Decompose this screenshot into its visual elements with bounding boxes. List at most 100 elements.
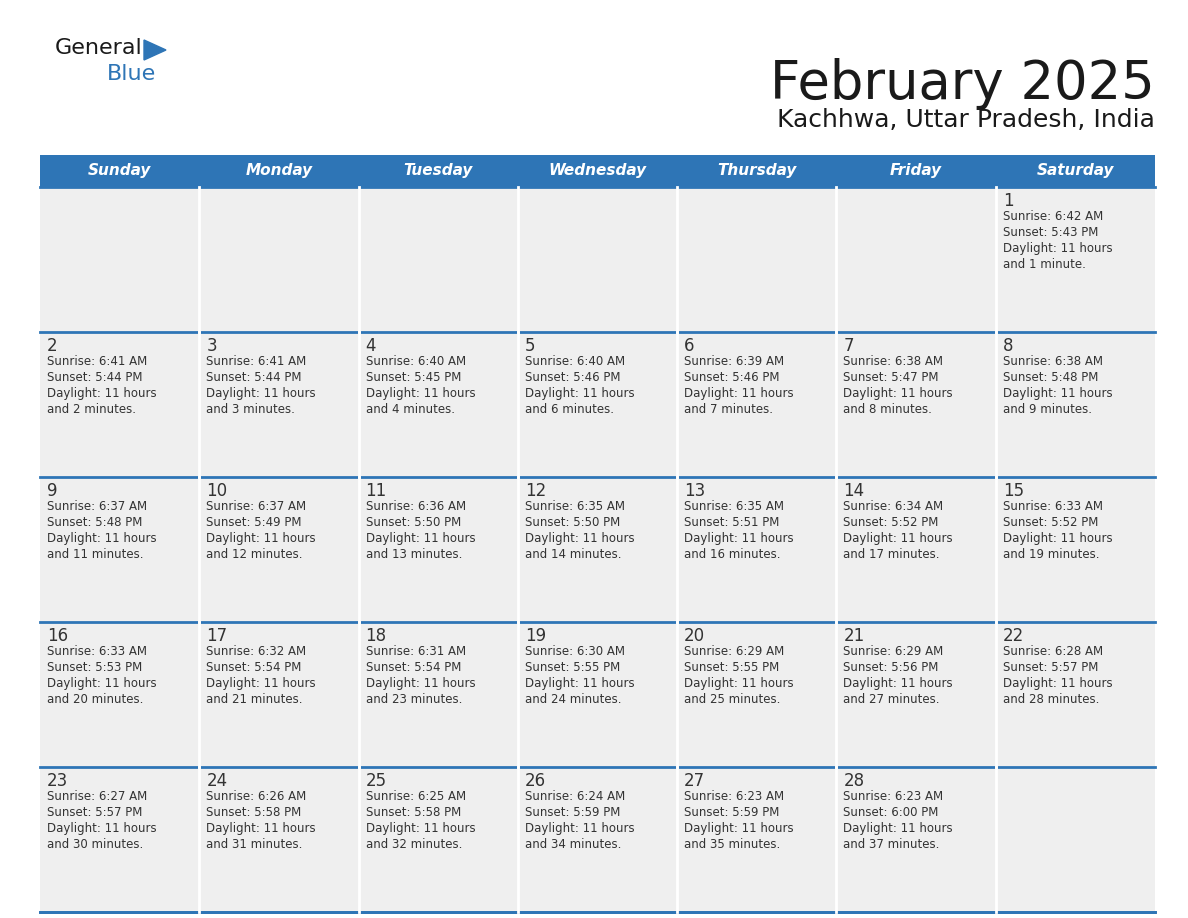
Text: Sunset: 5:56 PM: Sunset: 5:56 PM [843,661,939,674]
Text: Sunset: 5:43 PM: Sunset: 5:43 PM [1003,226,1098,239]
Text: Sunrise: 6:30 AM: Sunrise: 6:30 AM [525,645,625,658]
Text: 20: 20 [684,627,706,645]
Text: 1: 1 [1003,192,1013,210]
Text: Sunset: 5:52 PM: Sunset: 5:52 PM [1003,516,1098,529]
Text: and 9 minutes.: and 9 minutes. [1003,403,1092,416]
Text: Daylight: 11 hours: Daylight: 11 hours [843,532,953,545]
Text: Sunrise: 6:40 AM: Sunrise: 6:40 AM [525,355,625,368]
Text: Sunset: 5:50 PM: Sunset: 5:50 PM [366,516,461,529]
Text: Daylight: 11 hours: Daylight: 11 hours [843,822,953,835]
Text: Thursday: Thursday [718,163,796,178]
Text: Daylight: 11 hours: Daylight: 11 hours [1003,532,1112,545]
Text: and 34 minutes.: and 34 minutes. [525,838,621,851]
Text: 26: 26 [525,772,546,790]
Bar [518,767,677,912]
Text: Daylight: 11 hours: Daylight: 11 hours [48,532,157,545]
Text: Daylight: 11 hours: Daylight: 11 hours [207,677,316,690]
Text: Daylight: 11 hours: Daylight: 11 hours [1003,387,1112,400]
Bar [40,622,200,767]
Text: Kachhwa, Uttar Pradesh, India: Kachhwa, Uttar Pradesh, India [777,108,1155,132]
Text: Sunset: 5:57 PM: Sunset: 5:57 PM [48,806,143,819]
Text: 9: 9 [48,482,57,500]
Bar [836,187,996,332]
Text: Sunset: 5:48 PM: Sunset: 5:48 PM [1003,371,1098,384]
Text: and 27 minutes.: and 27 minutes. [843,693,940,706]
Text: Sunset: 5:54 PM: Sunset: 5:54 PM [366,661,461,674]
Text: Daylight: 11 hours: Daylight: 11 hours [525,387,634,400]
Text: Sunrise: 6:29 AM: Sunrise: 6:29 AM [843,645,943,658]
Text: Sunset: 5:59 PM: Sunset: 5:59 PM [684,806,779,819]
Bar [836,155,996,187]
Bar [200,187,359,332]
Text: Sunset: 5:57 PM: Sunset: 5:57 PM [1003,661,1098,674]
Text: and 6 minutes.: and 6 minutes. [525,403,614,416]
Text: Sunrise: 6:32 AM: Sunrise: 6:32 AM [207,645,307,658]
Text: 7: 7 [843,337,854,355]
Text: Daylight: 11 hours: Daylight: 11 hours [48,677,157,690]
Bar [836,622,996,767]
Bar [359,332,518,477]
Text: Sunset: 5:59 PM: Sunset: 5:59 PM [525,806,620,819]
Bar [836,332,996,477]
Text: Saturday: Saturday [1037,163,1114,178]
Bar [518,622,677,767]
Text: 22: 22 [1003,627,1024,645]
Text: Sunset: 5:55 PM: Sunset: 5:55 PM [525,661,620,674]
Text: Sunrise: 6:23 AM: Sunrise: 6:23 AM [843,790,943,803]
Text: Daylight: 11 hours: Daylight: 11 hours [207,822,316,835]
Bar [996,477,1155,622]
Bar [677,187,836,332]
Text: Sunset: 5:44 PM: Sunset: 5:44 PM [207,371,302,384]
Text: Daylight: 11 hours: Daylight: 11 hours [366,822,475,835]
Text: Sunday: Sunday [88,163,151,178]
Bar [996,622,1155,767]
Text: 16: 16 [48,627,68,645]
Text: Monday: Monday [246,163,312,178]
Text: 6: 6 [684,337,695,355]
Text: and 17 minutes.: and 17 minutes. [843,548,940,561]
Text: Blue: Blue [107,64,157,84]
Text: Sunrise: 6:34 AM: Sunrise: 6:34 AM [843,500,943,513]
Text: Sunrise: 6:24 AM: Sunrise: 6:24 AM [525,790,625,803]
Text: Sunrise: 6:38 AM: Sunrise: 6:38 AM [1003,355,1102,368]
Bar [200,155,359,187]
Text: Daylight: 11 hours: Daylight: 11 hours [525,822,634,835]
Text: 13: 13 [684,482,706,500]
Text: Wednesday: Wednesday [549,163,646,178]
Bar [677,477,836,622]
Text: Sunset: 5:47 PM: Sunset: 5:47 PM [843,371,939,384]
Text: 23: 23 [48,772,68,790]
Text: 17: 17 [207,627,227,645]
Text: Tuesday: Tuesday [404,163,473,178]
Text: and 24 minutes.: and 24 minutes. [525,693,621,706]
Text: Sunrise: 6:42 AM: Sunrise: 6:42 AM [1003,210,1102,223]
Text: and 14 minutes.: and 14 minutes. [525,548,621,561]
Text: Daylight: 11 hours: Daylight: 11 hours [843,677,953,690]
Bar [359,155,518,187]
Bar [40,155,200,187]
Text: Sunset: 5:58 PM: Sunset: 5:58 PM [207,806,302,819]
Text: Sunset: 5:49 PM: Sunset: 5:49 PM [207,516,302,529]
Bar [518,187,677,332]
Text: 18: 18 [366,627,387,645]
Text: and 23 minutes.: and 23 minutes. [366,693,462,706]
Bar [996,332,1155,477]
Text: Sunset: 5:58 PM: Sunset: 5:58 PM [366,806,461,819]
Text: Sunrise: 6:35 AM: Sunrise: 6:35 AM [684,500,784,513]
Text: Sunrise: 6:27 AM: Sunrise: 6:27 AM [48,790,147,803]
Text: 14: 14 [843,482,865,500]
Bar [677,767,836,912]
Text: Daylight: 11 hours: Daylight: 11 hours [48,822,157,835]
Text: 11: 11 [366,482,387,500]
Text: Sunset: 5:46 PM: Sunset: 5:46 PM [684,371,779,384]
Text: 15: 15 [1003,482,1024,500]
Bar [996,155,1155,187]
Text: 19: 19 [525,627,546,645]
Bar [40,187,200,332]
Bar [359,767,518,912]
Text: Sunset: 5:48 PM: Sunset: 5:48 PM [48,516,143,529]
Text: Sunrise: 6:33 AM: Sunrise: 6:33 AM [1003,500,1102,513]
Text: Sunset: 6:00 PM: Sunset: 6:00 PM [843,806,939,819]
Text: and 12 minutes.: and 12 minutes. [207,548,303,561]
Text: Sunrise: 6:23 AM: Sunrise: 6:23 AM [684,790,784,803]
